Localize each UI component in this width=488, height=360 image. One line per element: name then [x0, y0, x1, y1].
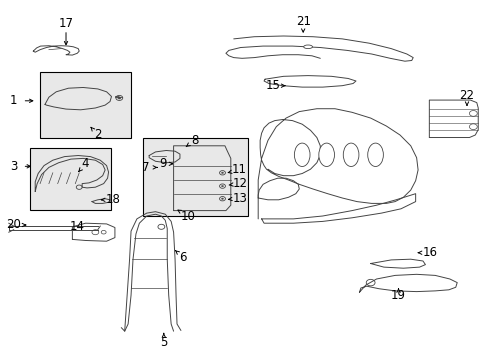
Text: 15: 15	[265, 79, 280, 92]
Text: 9: 9	[159, 157, 166, 170]
Ellipse shape	[343, 143, 358, 166]
Circle shape	[118, 97, 121, 99]
Text: 11: 11	[232, 163, 246, 176]
Text: 22: 22	[459, 89, 473, 102]
Ellipse shape	[318, 143, 334, 166]
Text: 4: 4	[81, 157, 89, 170]
Text: 2: 2	[94, 129, 102, 141]
Text: 14: 14	[70, 220, 84, 233]
Text: 8: 8	[190, 134, 198, 147]
Text: 21: 21	[295, 15, 310, 28]
Text: 20: 20	[6, 219, 21, 231]
Text: 10: 10	[180, 210, 195, 222]
Text: 3: 3	[10, 160, 18, 173]
Text: 6: 6	[179, 251, 187, 264]
Ellipse shape	[294, 143, 309, 166]
Circle shape	[221, 172, 223, 174]
Circle shape	[221, 198, 223, 199]
Text: 16: 16	[422, 246, 437, 259]
Ellipse shape	[303, 45, 312, 49]
Text: 13: 13	[233, 192, 247, 204]
Text: 17: 17	[59, 17, 73, 30]
Text: 18: 18	[106, 193, 121, 206]
Text: 1: 1	[10, 94, 18, 107]
Text: 12: 12	[233, 177, 247, 190]
Bar	[142, 138, 248, 216]
Text: 19: 19	[390, 289, 405, 302]
Bar	[40, 72, 131, 138]
Text: 7: 7	[142, 161, 149, 174]
Ellipse shape	[367, 143, 383, 166]
Circle shape	[221, 185, 223, 187]
Text: 5: 5	[160, 336, 167, 349]
Bar	[30, 148, 111, 210]
